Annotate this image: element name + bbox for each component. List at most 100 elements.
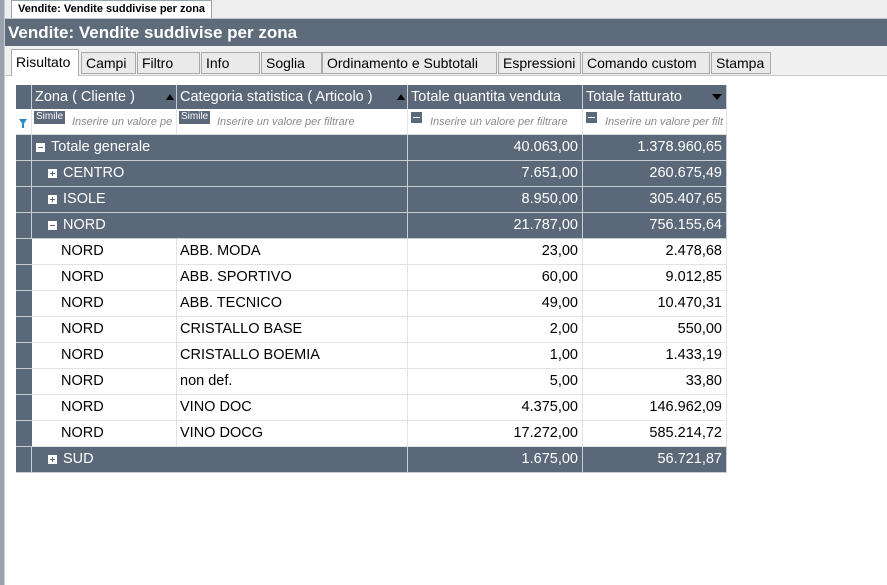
filter-icon-stem — [22, 124, 24, 128]
cell-categoria[interactable]: CRISTALLO BOEMIA — [177, 343, 408, 369]
page-title: Vendite: Vendite suddivise per zona — [5, 19, 887, 46]
filter-placeholder: Inserire un valore per filtrare — [430, 116, 568, 128]
row-indicator — [16, 187, 32, 213]
row-indicator — [16, 213, 32, 239]
cell-zona[interactable]: NORD — [32, 421, 177, 447]
filter-placeholder: Inserire un valore per filt — [605, 116, 723, 128]
tab-risultato[interactable]: Risultato — [11, 49, 79, 76]
tab-comando-custom[interactable]: Comando custom — [582, 52, 710, 74]
equals-operator-icon[interactable] — [586, 112, 597, 123]
cell-zona[interactable]: NORD — [32, 239, 177, 265]
group-row-nord[interactable]: NORD — [32, 213, 408, 239]
column-header-categoria[interactable]: Categoria statistica ( Articolo ) — [177, 85, 408, 109]
filter-cell-categoria[interactable]: Simile Inserire un valore per filtrare — [177, 109, 408, 135]
row-indicator — [16, 265, 32, 291]
cell-qty[interactable]: 49,00 — [408, 291, 583, 317]
tab-stampa[interactable]: Stampa — [711, 52, 771, 74]
cell-zona[interactable]: NORD — [32, 317, 177, 343]
cell-categoria[interactable]: VINO DOCG — [177, 421, 408, 447]
total-amount: 1.378.960,65 — [583, 135, 727, 161]
cell-zona[interactable]: NORD — [32, 265, 177, 291]
column-header-categoria-label: Categoria statistica ( Articolo ) — [180, 89, 373, 105]
expand-icon[interactable] — [48, 454, 57, 464]
row-indicator — [16, 395, 32, 421]
cell-amount[interactable]: 550,00 — [583, 317, 727, 343]
cell-zona[interactable]: NORD — [32, 343, 177, 369]
total-row-text: Totale generale — [51, 139, 151, 155]
cell-amount[interactable]: 10.470,31 — [583, 291, 727, 317]
row-indicator — [16, 343, 32, 369]
frame-divider — [4, 0, 5, 585]
cell-categoria[interactable]: CRISTALLO BASE — [177, 317, 408, 343]
cell-amount[interactable]: 33,80 — [583, 369, 727, 395]
cell-categoria[interactable]: ABB. SPORTIVO — [177, 265, 408, 291]
document-tab[interactable]: Vendite: Vendite suddivise per zona — [11, 0, 213, 18]
group-row-isole[interactable]: ISOLE — [32, 187, 408, 213]
cell-qty[interactable]: 1,00 — [408, 343, 583, 369]
cell-qty[interactable]: 23,00 — [408, 239, 583, 265]
filter-operator-button[interactable]: Simile — [34, 111, 66, 124]
tab-campi[interactable]: Campi — [81, 52, 136, 74]
cell-amount[interactable]: 9.012,85 — [583, 265, 727, 291]
cell-amount[interactable]: 2.478,68 — [583, 239, 727, 265]
total-row-label[interactable]: Totale generale — [32, 135, 408, 161]
cell-qty[interactable]: 60,00 — [408, 265, 583, 291]
filter-icon — [19, 119, 27, 125]
column-header-fatturato-label: Totale fatturato — [586, 89, 682, 105]
filter-cell-zona[interactable]: Simile Inserire un valore pe — [32, 109, 177, 135]
column-header-quantita[interactable]: Totale quantita venduta — [408, 85, 583, 109]
sort-ascending-icon — [166, 94, 174, 100]
cell-amount[interactable]: 146.962,09 — [583, 395, 727, 421]
cell-qty[interactable]: 5,00 — [408, 369, 583, 395]
collapse-icon[interactable] — [36, 142, 45, 152]
group-row-sud[interactable]: SUD — [32, 447, 408, 473]
row-indicator — [16, 239, 32, 265]
expand-icon[interactable] — [48, 194, 57, 204]
cell-categoria[interactable]: VINO DOC — [177, 395, 408, 421]
group-label: CENTRO — [63, 165, 125, 181]
filter-cell-fatturato[interactable]: Inserire un valore per filt — [583, 109, 727, 135]
filter-placeholder: Inserire un valore pe — [72, 116, 173, 128]
group-label: ISOLE — [63, 191, 106, 207]
cell-amount[interactable]: 585.214,72 — [583, 421, 727, 447]
group-amount: 756.155,64 — [583, 213, 727, 239]
row-indicator — [16, 317, 32, 343]
document-tabstrip: Vendite: Vendite suddivise per zona — [5, 0, 887, 19]
filter-operator-button[interactable]: Simile — [179, 111, 211, 124]
cell-zona[interactable]: NORD — [32, 291, 177, 317]
cell-categoria[interactable]: ABB. MODA — [177, 239, 408, 265]
tab-soglia[interactable]: Soglia — [261, 52, 322, 74]
filter-row-indicator — [16, 109, 32, 135]
filter-cell-quantita[interactable]: Inserire un valore per filtrare — [408, 109, 583, 135]
equals-operator-icon[interactable] — [411, 112, 422, 123]
cell-amount[interactable]: 1.433,19 — [583, 343, 727, 369]
column-header-fatturato[interactable]: Totale fatturato — [583, 85, 727, 109]
expand-icon[interactable] — [48, 168, 57, 178]
tab-espressioni[interactable]: Espressioni — [498, 52, 581, 74]
row-indicator — [16, 421, 32, 447]
tab-info[interactable]: Info — [201, 52, 260, 74]
row-indicator — [16, 291, 32, 317]
collapse-icon[interactable] — [48, 220, 57, 230]
cell-categoria[interactable]: ABB. TECNICO — [177, 291, 408, 317]
tab-filtro[interactable]: Filtro — [137, 52, 200, 74]
group-label: NORD — [63, 217, 106, 233]
group-qty: 8.950,00 — [408, 187, 583, 213]
tab-bar: Risultato Campi Filtro Info Soglia Ordin… — [5, 46, 887, 76]
group-label: SUD — [63, 451, 94, 467]
cell-categoria[interactable]: non def. — [177, 369, 408, 395]
tab-ordinamento[interactable]: Ordinamento e Subtotali — [322, 52, 497, 74]
cell-qty[interactable]: 2,00 — [408, 317, 583, 343]
sort-ascending-icon — [397, 94, 405, 100]
group-row-centro[interactable]: CENTRO — [32, 161, 408, 187]
column-header-zona[interactable]: Zona ( Cliente ) — [32, 85, 177, 109]
header-corner — [16, 85, 32, 109]
cell-qty[interactable]: 4.375,00 — [408, 395, 583, 421]
cell-zona[interactable]: NORD — [32, 395, 177, 421]
cell-zona[interactable]: NORD — [32, 369, 177, 395]
group-qty: 21.787,00 — [408, 213, 583, 239]
row-indicator — [16, 369, 32, 395]
row-indicator — [16, 447, 32, 473]
cell-qty[interactable]: 17.272,00 — [408, 421, 583, 447]
column-header-zona-label: Zona ( Cliente ) — [35, 89, 135, 105]
